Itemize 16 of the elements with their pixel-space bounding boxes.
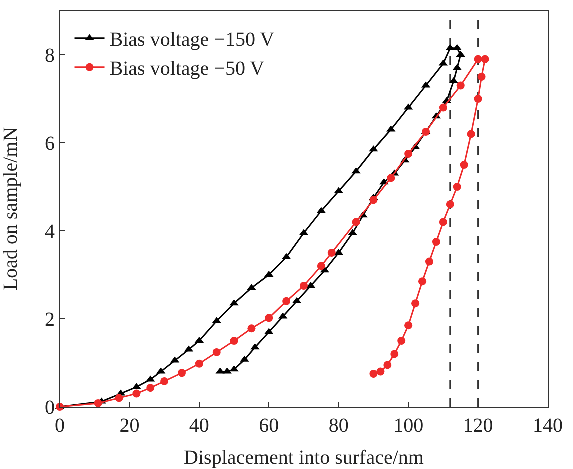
y-axis-title: Load on sample/mN [0,127,22,291]
y-tick-label: 6 [45,133,55,155]
y-tick-label: 0 [45,397,55,419]
x-tick-label: 120 [463,415,494,437]
y-tick-label: 8 [45,45,55,67]
y-tick-label: 4 [45,221,55,243]
y-tick-label: 2 [45,309,55,331]
x-tick-label: 60 [259,415,280,437]
x-tick-label: 100 [394,415,424,437]
x-tick-label: 20 [120,415,140,437]
x-tick-label: 140 [533,415,563,437]
x-tick-label: 80 [328,415,349,437]
legend-label: Bias voltage −50 V [110,58,266,80]
legend-label: Bias voltage −150 V [110,29,276,52]
x-axis-title: Displacement into surface/nm [184,447,424,469]
x-tick-label: 40 [189,415,210,437]
